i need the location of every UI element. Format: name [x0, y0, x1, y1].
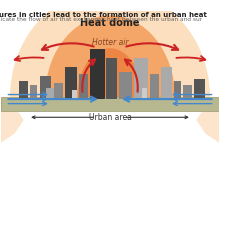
Text: Hotter air: Hotter air: [92, 38, 128, 47]
Bar: [106, 58, 117, 99]
Bar: [134, 58, 148, 99]
Bar: [72, 90, 77, 99]
Bar: [54, 83, 63, 99]
Bar: [79, 74, 88, 99]
Bar: [40, 76, 51, 99]
Bar: [119, 72, 132, 99]
Bar: [1, 97, 219, 111]
Bar: [19, 81, 28, 99]
Bar: [174, 81, 181, 99]
Bar: [194, 79, 204, 99]
Text: ures in cities lead to the formation of an urban heat: ures in cities lead to the formation of …: [0, 12, 207, 18]
Polygon shape: [1, 97, 24, 143]
Polygon shape: [196, 97, 219, 143]
Polygon shape: [1, 0, 219, 97]
Text: Heat dome: Heat dome: [80, 18, 140, 28]
Polygon shape: [45, 16, 175, 97]
Bar: [150, 74, 159, 99]
Bar: [30, 85, 37, 99]
Text: licate the flow of air that exchanges heat between the urban and sur: licate the flow of air that exchanges he…: [0, 17, 202, 22]
Bar: [161, 67, 172, 99]
Bar: [46, 88, 54, 99]
Polygon shape: [78, 48, 143, 97]
Bar: [90, 49, 105, 99]
Bar: [142, 88, 147, 99]
Bar: [65, 67, 77, 99]
Bar: [183, 85, 192, 99]
Text: Urban area: Urban area: [89, 113, 132, 122]
